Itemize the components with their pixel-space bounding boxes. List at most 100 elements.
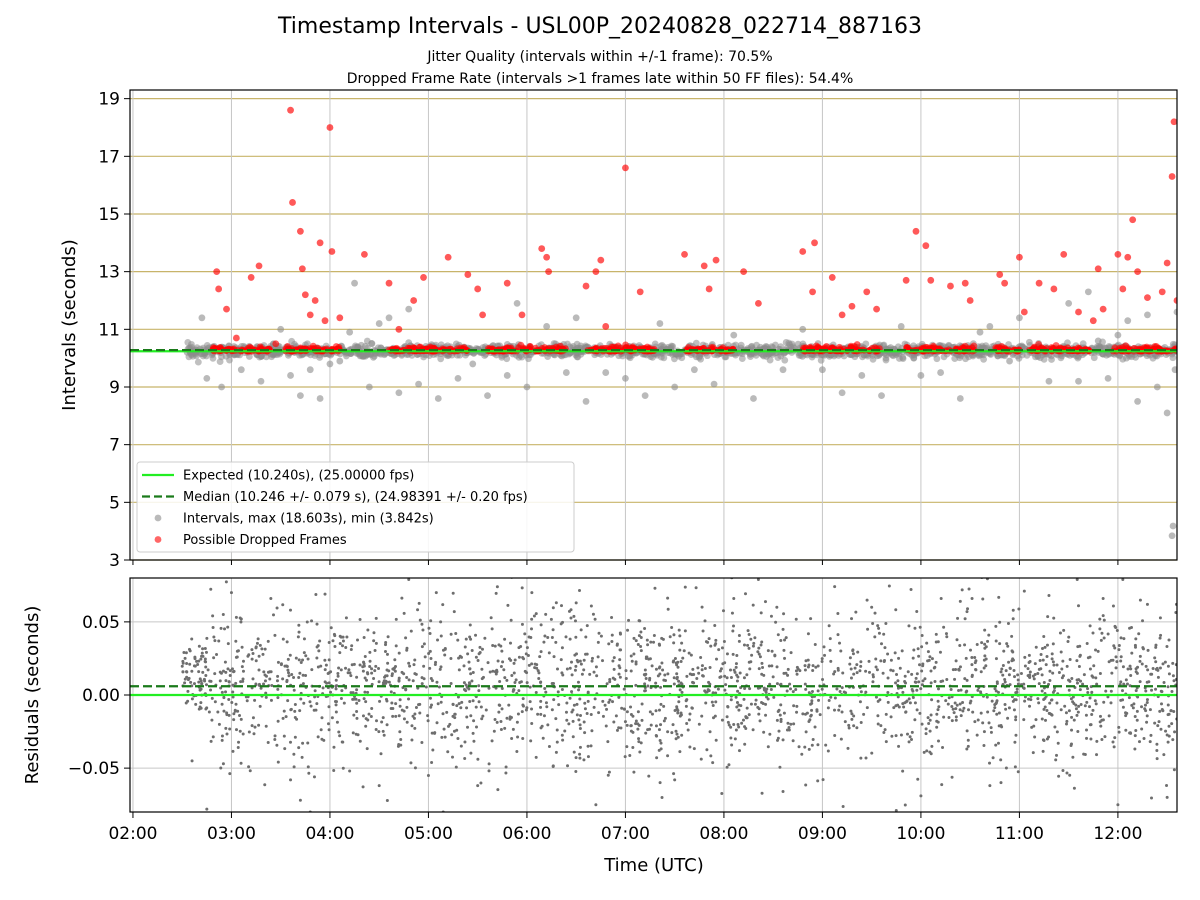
residual-point: [624, 676, 628, 680]
interval-point: [237, 366, 245, 374]
residual-point: [1158, 709, 1162, 713]
residual-point: [734, 695, 738, 699]
residual-point: [492, 729, 496, 733]
interval-point: [359, 353, 367, 360]
residual-point: [911, 696, 915, 700]
interval-point: [484, 392, 491, 400]
residual-point: [474, 633, 478, 637]
dropped-frame-point: [296, 227, 304, 235]
residual-point: [258, 643, 262, 647]
interval-point: [917, 372, 925, 379]
residual-point: [644, 672, 648, 676]
residual-point: [636, 643, 640, 647]
residual-point: [466, 652, 470, 656]
interval-point: [819, 366, 826, 374]
residual-point: [385, 652, 389, 656]
residual-point: [795, 710, 799, 714]
residual-point: [934, 660, 938, 664]
residual-point: [1077, 704, 1081, 708]
interval-point: [940, 353, 948, 361]
residual-point: [369, 715, 373, 719]
residual-point: [387, 680, 391, 684]
residual-point: [963, 643, 967, 647]
residual-point: [721, 662, 725, 666]
dropped-frame-point: [1163, 259, 1171, 267]
residual-point: [362, 635, 366, 639]
interval-point: [296, 392, 304, 400]
residual-point: [421, 628, 425, 632]
residual-point: [1138, 680, 1142, 684]
residual-point: [436, 702, 440, 706]
residual-point: [500, 707, 504, 711]
dropped-frame-point: [811, 239, 818, 247]
residual-point: [979, 690, 983, 694]
residual-point: [414, 706, 418, 710]
residual-point: [968, 648, 972, 652]
dropped-frame-point: [947, 282, 954, 290]
residual-point: [744, 716, 748, 720]
residual-point: [735, 653, 739, 657]
residual-point: [810, 708, 814, 712]
residual-point: [770, 649, 774, 653]
residual-point: [217, 722, 221, 726]
dropped-frame-point: [298, 265, 306, 273]
residual-point: [387, 669, 391, 673]
residual-point: [471, 731, 475, 735]
residual-point: [578, 727, 582, 731]
residual-point: [1052, 616, 1056, 620]
residual-point: [740, 721, 744, 725]
residual-point: [877, 626, 881, 630]
residual-point: [592, 705, 596, 709]
interval-point: [1171, 366, 1177, 374]
residual-point: [707, 680, 711, 684]
residual-point: [579, 713, 583, 717]
residual-point: [749, 637, 753, 641]
residual-point: [339, 696, 343, 700]
residual-point: [1158, 636, 1162, 640]
residual-point: [213, 700, 217, 704]
residual-point: [681, 656, 685, 660]
dropped-frame-point: [321, 317, 329, 325]
residual-point: [463, 740, 467, 744]
residual-point: [1133, 734, 1137, 738]
residual-point: [1122, 637, 1126, 641]
residual-point: [886, 700, 890, 704]
residual-point: [583, 731, 587, 735]
residual-point: [672, 659, 676, 663]
residual-point: [920, 645, 924, 649]
residual-point: [896, 679, 900, 683]
residual-point: [607, 770, 611, 774]
residual-point: [417, 601, 421, 605]
residual-point: [547, 651, 551, 655]
interval-point: [641, 392, 649, 400]
residual-point: [750, 653, 754, 657]
residual-point: [719, 675, 723, 679]
residual-point: [816, 743, 820, 747]
residual-point: [402, 611, 406, 615]
residual-point: [678, 634, 682, 638]
residual-point: [647, 774, 651, 778]
dropped-frame-point: [328, 248, 336, 255]
residual-point: [470, 679, 474, 683]
residual-point: [1088, 624, 1092, 628]
residual-point: [795, 704, 799, 708]
interval-point: [523, 383, 531, 391]
residual-point: [517, 689, 521, 693]
residual-point: [997, 595, 1001, 599]
residual-point: [1070, 715, 1074, 719]
residual-point: [939, 597, 943, 601]
residual-point: [181, 659, 185, 663]
residual-point: [349, 648, 353, 652]
residual-point: [534, 612, 538, 616]
residual-point: [363, 655, 367, 659]
residual-point: [1015, 690, 1019, 694]
residual-point: [768, 732, 772, 736]
residual-point: [820, 687, 824, 691]
residual-point: [838, 704, 842, 708]
residual-point: [189, 680, 193, 684]
residual-point: [737, 725, 741, 729]
residual-point: [554, 717, 558, 721]
residual-point: [338, 734, 342, 738]
residual-point: [1117, 725, 1121, 729]
residual-point: [197, 680, 201, 684]
